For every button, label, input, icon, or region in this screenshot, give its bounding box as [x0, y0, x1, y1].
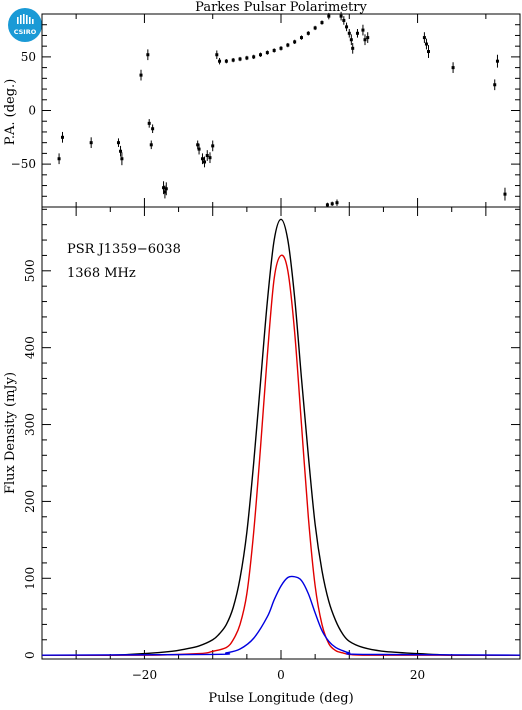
profile-lines: [41, 218, 521, 656]
profile-x-tick-label: 0: [277, 668, 285, 682]
pa-point: [351, 46, 355, 50]
pa-point: [163, 190, 167, 194]
pa-point: [197, 147, 201, 151]
pulsar-name: PSR J1359−6038: [67, 242, 181, 257]
pa-point: [299, 36, 303, 40]
pa-point: [279, 46, 283, 50]
pa-point: [164, 187, 168, 191]
series-line-total: [42, 218, 520, 656]
profile-x-tick-label: 20: [410, 668, 425, 682]
pa-point: [120, 157, 124, 161]
pa-point: [218, 59, 222, 63]
pa-point: [151, 127, 155, 131]
pa-point: [211, 144, 215, 148]
pa-point: [503, 192, 507, 196]
pa-frame: [41, 13, 521, 208]
pa-point: [361, 28, 365, 32]
pa-point: [203, 160, 207, 164]
pa-point: [335, 201, 339, 205]
chart-title: Parkes Pulsar Polarimetry: [195, 0, 367, 15]
pa-point: [339, 14, 343, 18]
pa-point: [231, 58, 235, 62]
profile-y-tick-label: 100: [23, 567, 37, 590]
pa-y-tick-label: 50: [21, 50, 36, 64]
pa-point: [293, 40, 297, 44]
logo-text: CSIRO: [13, 28, 37, 36]
pa-point: [422, 36, 426, 40]
pa-point: [149, 143, 153, 147]
pa-point: [493, 83, 497, 87]
pa-point: [342, 18, 346, 22]
pa-point: [451, 66, 455, 70]
pa-point: [146, 53, 150, 57]
pa-y-tick-label: −50: [11, 157, 36, 171]
profile-y-axis-label: Flux Density (mJy): [3, 372, 18, 494]
profile-y-tick-label: 0: [23, 651, 37, 659]
pa-point: [349, 38, 353, 42]
pa-point: [286, 43, 290, 47]
profile-y-tick-label: 400: [23, 336, 37, 359]
pa-point: [245, 56, 249, 60]
pa-point: [162, 186, 166, 190]
series-line-circular: [41, 575, 521, 656]
pa-point: [306, 31, 310, 35]
pa-point: [215, 53, 219, 57]
pa-point: [325, 203, 329, 207]
pa-point: [272, 48, 276, 52]
pa-point: [147, 121, 151, 125]
pa-point: [139, 73, 143, 77]
pa-point: [205, 154, 209, 158]
pa-point: [265, 51, 269, 55]
pa-point: [224, 59, 228, 63]
pa-point: [60, 135, 64, 139]
pa-point: [426, 50, 430, 54]
pa-point: [355, 31, 359, 35]
pa-point: [200, 157, 204, 161]
pa-point: [208, 156, 212, 160]
pa-point: [495, 59, 499, 63]
pa-point: [327, 14, 331, 18]
pa-y-tick-label: 0: [28, 104, 36, 118]
csiro-logo: CSIRO: [8, 8, 42, 42]
pa-point: [330, 202, 334, 206]
pa-y-axis-label: P.A. (deg.): [3, 79, 18, 146]
frequency-label: 1368 MHz: [67, 266, 136, 281]
pa-point: [424, 42, 428, 46]
pa-point: [363, 38, 367, 42]
profile-x-tick-label: −20: [132, 668, 157, 682]
pa-point: [320, 21, 324, 25]
pa-point: [116, 141, 120, 145]
pa-points: [57, 11, 507, 207]
pa-point: [57, 157, 61, 161]
profile-y-tick-label: 300: [23, 413, 37, 436]
pa-point: [347, 31, 351, 35]
series-line-linear: [41, 254, 520, 656]
pa-point: [89, 141, 93, 145]
pa-point: [252, 55, 256, 59]
x-axis-label: Pulse Longitude (deg): [208, 691, 353, 706]
logo-bars-icon: [17, 14, 34, 24]
pa-ticks: −50 0 50: [11, 14, 520, 207]
pa-point: [196, 143, 200, 147]
pa-point: [345, 25, 349, 29]
pa-point: [366, 36, 370, 40]
pa-point: [238, 57, 242, 61]
pa-point: [313, 26, 317, 30]
profile-y-tick-label: 200: [23, 490, 37, 513]
pa-point: [259, 53, 263, 57]
pa-point: [119, 149, 123, 153]
profile-y-tick-label: 500: [23, 259, 37, 282]
